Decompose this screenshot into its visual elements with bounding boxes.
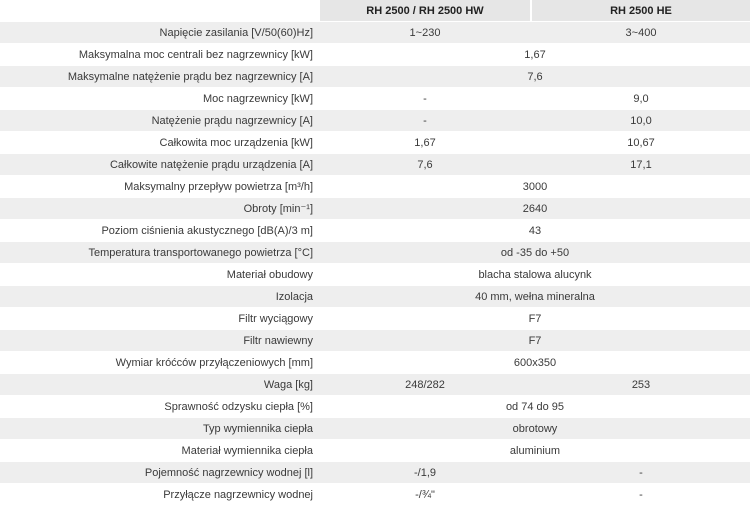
row-label: Maksymalna moc centrali bez nagrzewnicy … — [78, 48, 313, 61]
row-label: Całkowite natężenie prądu urządzenia [A] — [109, 158, 313, 171]
row-value-rh2500-hw: 1~230 — [409, 26, 441, 39]
row-value-rh2500-he: 10,67 — [627, 136, 655, 149]
row-label: Temperatura transportowanego powietrza [… — [88, 246, 313, 259]
row-label: Przyłącze nagrzewnicy wodnej — [163, 488, 313, 501]
row-label: Maksymalne natężenie prądu bez nagrzewni… — [67, 70, 313, 83]
table-row: Całkowite natężenie prądu urządzenia [A]… — [0, 153, 750, 175]
row-value-rh2500-he: 253 — [631, 378, 651, 391]
table-row: Temperatura transportowanego powietrza [… — [0, 241, 750, 263]
table-row: Napięcie zasilania [V/50(60)Hz] 1~230 3~40… — [0, 21, 750, 43]
row-value-rh2500-he: 3~400 — [625, 26, 657, 39]
row-label: Materiał obudowy — [226, 268, 313, 281]
row-value-rh2500-he: 10,0 — [630, 114, 652, 127]
row-label: Moc nagrzewnicy [kW] — [202, 92, 313, 105]
row-label: Izolacja — [275, 290, 313, 303]
table-row: Wymiar króćców przyłączeniowych [mm] 600x… — [0, 351, 750, 373]
row-value-rh2500-he: - — [639, 466, 643, 479]
table-row: Materiał obudowy blacha stalowa alucynk — [0, 263, 750, 285]
row-value-shared: obrotowy — [512, 422, 558, 435]
row-value-shared: 2640 — [522, 202, 548, 215]
row-value-shared: od 74 do 95 — [505, 400, 565, 413]
table-row: Obroty [min⁻¹] 2640 — [0, 197, 750, 219]
table-row: Całkowita moc urządzenia [kW] 1,67 10,67 — [0, 131, 750, 153]
row-value-shared: 1,67 — [524, 48, 546, 61]
row-value-rh2500-he: - — [639, 488, 643, 501]
row-label: Materiał wymiennika ciepła — [181, 444, 313, 457]
table-row: Izolacja 40 mm, wełna mineralna — [0, 285, 750, 307]
row-label: Typ wymiennika ciepła — [202, 422, 313, 435]
row-label: Waga [kg] — [263, 378, 313, 391]
row-value-shared: blacha stalowa alucynk — [478, 268, 592, 281]
row-value-shared: od -35 do +50 — [500, 246, 570, 259]
row-value-shared: 3000 — [522, 180, 548, 193]
table-header: RH 2500 / RH 2500 HW RH 2500 HE — [0, 0, 750, 21]
row-value-rh2500-hw: 7,6 — [417, 158, 433, 171]
header-col-rh2500-he: RH 2500 HE — [532, 0, 750, 21]
row-value-shared: 7,6 — [527, 70, 543, 83]
table-row: Maksymalne natężenie prądu bez nagrzewni… — [0, 65, 750, 87]
row-label: Napięcie zasilania [V/50(60)Hz] — [159, 26, 313, 39]
row-value-shared: 40 mm, wełna mineralna — [475, 290, 595, 303]
table-body: Napięcie zasilania [V/50(60)Hz] 1~230 3~40… — [0, 21, 750, 505]
row-value-rh2500-hw: -/¾" — [415, 488, 435, 501]
header-col-rh2500-hw: RH 2500 / RH 2500 HW — [320, 0, 530, 21]
table-row: Waga [kg] 248/282 253 — [0, 373, 750, 395]
table-row: Filtr nawiewny F7 — [0, 329, 750, 351]
table-row: Natężenie prądu nagrzewnicy [A] - 10,0 — [0, 109, 750, 131]
table-row: Moc nagrzewnicy [kW] - 9,0 — [0, 87, 750, 109]
row-value-shared: F7 — [528, 334, 542, 347]
row-value-rh2500-he: 17,1 — [630, 158, 652, 171]
table-row: Filtr wyciągowy F7 — [0, 307, 750, 329]
row-value-shared: F7 — [528, 312, 542, 325]
row-label: Filtr nawiewny — [243, 334, 313, 347]
row-label: Filtr wyciągowy — [238, 312, 313, 325]
row-value-rh2500-he: 9,0 — [633, 92, 649, 105]
row-value-rh2500-hw: 1,67 — [414, 136, 436, 149]
table-row: Przyłącze nagrzewnicy wodnej -/¾" - — [0, 483, 750, 505]
table-row: Maksymalny przepływ powietrza [m³/h] 3000 — [0, 175, 750, 197]
row-label: Maksymalny przepływ powietrza [m³/h] — [124, 180, 313, 193]
row-label: Poziom ciśnienia akustycznego [dB(A)/3 m… — [101, 224, 313, 237]
row-value-rh2500-hw: 248/282 — [405, 378, 445, 391]
row-value-shared: aluminium — [509, 444, 561, 457]
table-row: Materiał wymiennika ciepła aluminium — [0, 439, 750, 461]
table-row: Typ wymiennika ciepła obrotowy — [0, 417, 750, 439]
table-row: Poziom ciśnienia akustycznego [dB(A)/3 m… — [0, 219, 750, 241]
row-label: Obroty [min⁻¹] — [243, 203, 313, 215]
row-label: Pojemność nagrzewnicy wodnej [l] — [144, 466, 313, 479]
table-row: Maksymalna moc centrali bez nagrzewnicy … — [0, 43, 750, 65]
table-row: Sprawność odzysku ciepła [%] od 74 do 95 — [0, 395, 750, 417]
row-value-rh2500-hw: - — [423, 114, 427, 127]
row-label: Całkowita moc urządzenia [kW] — [159, 136, 313, 149]
row-value-shared: 43 — [528, 224, 542, 237]
row-label: Wymiar króćców przyłączeniowych [mm] — [115, 356, 313, 369]
row-value-rh2500-hw: - — [423, 92, 427, 105]
table-row: Pojemność nagrzewnicy wodnej [l] -/1,9 - — [0, 461, 750, 483]
row-label: Natężenie prądu nagrzewnicy [A] — [151, 114, 313, 127]
row-label: Sprawność odzysku ciepła [%] — [164, 400, 313, 413]
row-value-rh2500-hw: -/1,9 — [413, 466, 436, 479]
row-value-shared: 600x350 — [513, 356, 557, 369]
